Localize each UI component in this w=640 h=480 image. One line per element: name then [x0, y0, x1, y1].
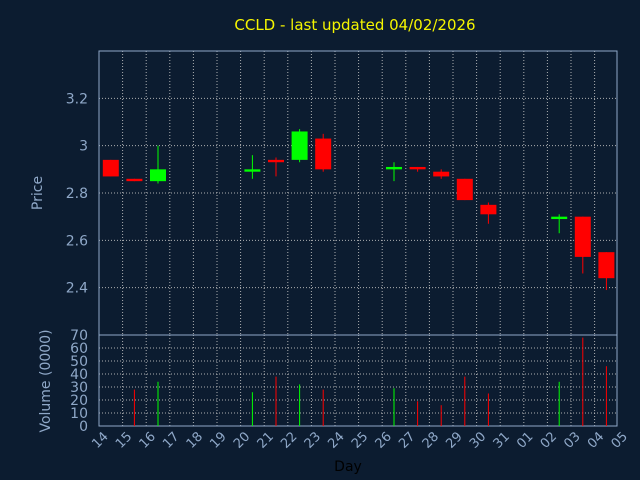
- x-tick-label: 20: [231, 429, 253, 451]
- x-tick-label: 29: [443, 429, 465, 451]
- x-tick-label: 18: [184, 429, 206, 451]
- candle-body: [291, 131, 308, 160]
- candle: [409, 166, 426, 172]
- volume-grid: [99, 334, 617, 427]
- price-y-ticks: 2.4 2.6 2.8 3 3.2: [66, 91, 88, 296]
- volume-tick-label: 10: [70, 406, 88, 422]
- x-tick-label: 16: [137, 429, 159, 451]
- candle: [102, 159, 119, 177]
- volume-bars: [133, 337, 607, 426]
- x-tick-label: 14: [89, 429, 111, 451]
- x-tick-label: 17: [160, 429, 182, 451]
- volume-tick-label: 60: [70, 341, 88, 357]
- x-tick-label: 04: [585, 429, 607, 451]
- candle-body: [480, 204, 497, 215]
- volume-tick-label: 30: [70, 380, 88, 396]
- candle-body: [409, 166, 426, 170]
- candle-body: [598, 252, 615, 279]
- x-tick-label: 26: [373, 429, 395, 451]
- volume-tick-label: 70: [70, 328, 88, 344]
- candle: [551, 214, 568, 234]
- candle-body: [456, 178, 473, 201]
- candle-body: [268, 159, 284, 163]
- candle: [480, 202, 497, 224]
- volume-tick-label: 50: [70, 354, 88, 370]
- price-tick-label: 2.8: [66, 186, 88, 202]
- x-tick-label: 28: [420, 429, 442, 451]
- candle-body: [150, 169, 166, 182]
- volume-tick-label: 40: [70, 367, 88, 383]
- volume-panel-frame: [98, 334, 618, 427]
- candles: [102, 129, 615, 291]
- price-tick-label: 3.2: [66, 91, 88, 107]
- x-tick-label: 05: [609, 429, 631, 451]
- x-tick-label: 19: [207, 429, 229, 451]
- candle: [315, 133, 332, 172]
- x-tick-label: 23: [302, 429, 324, 451]
- chart-title: CCLD - last updated 04/02/2026: [234, 16, 475, 34]
- candle-body: [244, 169, 261, 172]
- x-tick-label: 31: [491, 429, 513, 451]
- candle: [244, 155, 261, 179]
- candle-body: [315, 138, 332, 170]
- candle: [150, 145, 166, 184]
- candle-body: [551, 216, 568, 220]
- x-tick-label: 27: [396, 429, 418, 451]
- x-tick-label: 25: [349, 429, 371, 451]
- price-axis-label: Price: [30, 176, 46, 210]
- x-ticks: 14 15 16 17 18 19 20 21 22 23 24 25 26 27 28 29 30 31 01 02…: [89, 429, 631, 451]
- candle: [126, 178, 143, 182]
- candle-body: [102, 159, 119, 177]
- volume-axis-label: Volume (0000): [38, 329, 54, 432]
- x-tick-label: 24: [325, 429, 347, 451]
- candle: [386, 162, 402, 182]
- candle: [456, 178, 473, 201]
- candle: [433, 169, 450, 179]
- candle: [268, 157, 284, 177]
- volume-tick-label: 0: [79, 419, 88, 435]
- candle-body: [433, 171, 450, 177]
- price-tick-label: 3: [79, 139, 88, 155]
- price-tick-label: 2.4: [66, 281, 88, 297]
- candle-body: [574, 216, 591, 257]
- price-tick-label: 2.6: [66, 233, 88, 249]
- x-tick-label: 02: [538, 429, 560, 451]
- candle: [291, 129, 308, 163]
- candle-body: [386, 166, 402, 170]
- x-tick-label: 21: [255, 429, 277, 451]
- price-grid: [99, 51, 617, 335]
- candle-body: [126, 178, 143, 182]
- x-tick-label: 03: [561, 429, 583, 451]
- x-tick-label: 15: [113, 429, 135, 451]
- x-axis-label: Day: [334, 459, 362, 475]
- candle: [574, 216, 591, 274]
- x-tick-label: 01: [514, 429, 536, 451]
- volume-tick-label: 20: [70, 393, 88, 409]
- candle: [598, 252, 615, 291]
- x-tick-label: 22: [278, 429, 300, 451]
- x-tick-label: 30: [467, 429, 489, 451]
